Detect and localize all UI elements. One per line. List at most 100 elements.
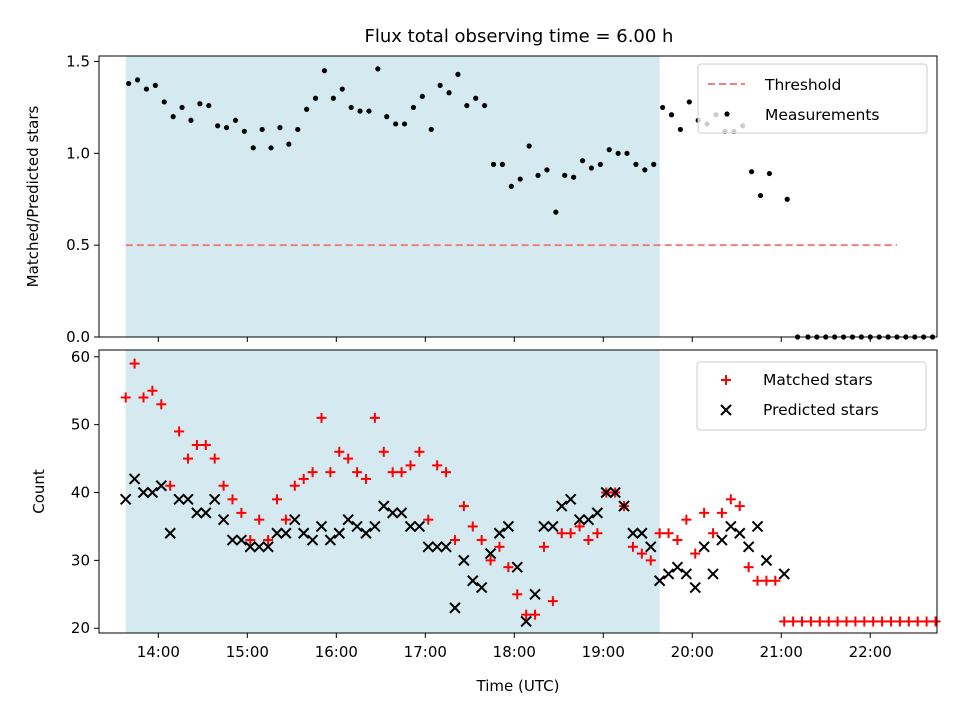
matched-star-point [458,501,469,512]
matched-star-point [467,521,478,532]
matched-star-point [547,596,558,607]
measurement-point [553,209,559,215]
predicted-star-point [778,568,790,580]
bottom-x-ticks: 14:00 15:00 16:00 17:00 18:00 19:00 20:00 21:00… [137,633,892,661]
matched-star-point [556,528,567,539]
y-tick-label: 20 [71,619,90,637]
predicted-star-point [440,541,452,553]
measurement-point [606,147,612,153]
matched-star-point [414,446,425,457]
matched-star-point [191,440,202,451]
predicted-star-point [333,527,345,539]
predicted-star-point [671,561,684,573]
measurement-point [170,114,176,120]
top-panel-ratio: 0.0 0.5 1.0 1.5 Matched/Predicted stars Thr… [24,53,938,346]
matched-star-point [129,358,140,369]
measurement-point [366,108,372,114]
matched-star-point [298,473,309,484]
observing-window-shade [125,350,660,633]
top-x-ticks [157,337,871,342]
measurement-point [615,150,621,156]
x-tick-label: 16:00 [315,643,358,661]
matched-star-point [894,616,905,627]
predicted-star-point [458,554,470,567]
predicted-star-point [475,581,488,594]
x-tick-label: 15:00 [226,643,269,661]
matched-star-point [165,480,176,491]
matched-star-point [805,616,816,627]
measurement-point [126,80,132,87]
measurement-point [277,125,283,131]
measurement-point [544,167,550,173]
measurement-point [419,93,425,100]
measurement-point [660,104,666,111]
measurement-point [179,104,185,111]
top-legend-box [697,63,928,134]
measurement-point [642,167,648,173]
measurement-point [668,112,675,118]
measurement-point [749,169,755,175]
matched-star-point [574,521,585,532]
predicted-star-point [662,568,675,580]
predicted-star-point [734,527,746,539]
measurement-point [579,158,586,164]
predicted-star-point [680,568,693,580]
matched-star-point [921,616,932,627]
matched-star-point [236,507,247,518]
measurement-point [143,86,150,92]
matched-star-point [770,575,781,586]
measurement-point [197,101,203,107]
measurement-point [464,102,470,109]
matched-star-point [734,501,745,512]
matched-star-point [743,562,754,573]
predicted-star-point [653,575,666,587]
bottom-axes-frame [98,349,938,634]
matched-star-point [289,480,300,491]
predicted-star-point [600,486,612,499]
measurement-point [188,117,194,123]
predicted-star-point [208,493,221,506]
matched-star-point [708,528,719,539]
matched-star-point [841,616,852,627]
matched-star-point [307,467,318,478]
measurement-point [223,125,230,131]
measurement-point [428,126,434,133]
predicted-star-point [404,520,417,533]
measurement-point [526,143,532,149]
measurement-point [562,172,568,178]
matched-star-point [530,609,541,620]
matched-star-point [503,562,514,573]
matched-star-point [396,467,407,478]
predicted-star-point [280,527,292,539]
predicted-star-point [431,541,443,553]
matched-star-point [441,467,452,478]
predicted-star-point [760,554,773,567]
matched-star-point [752,575,763,586]
measurement-point [588,165,595,171]
predicted-star-point [200,507,212,519]
predicted-star-point [591,507,604,519]
matched-star-point [877,616,888,627]
legend-x-marker [720,404,732,416]
predicted-star-point [573,513,586,526]
measurement-point [268,145,274,151]
predicted-star-point [493,527,506,539]
matched-star-point [485,555,496,566]
predicted-star-point [164,527,176,539]
predicted-star-point [235,534,248,546]
measurement-point [437,82,443,88]
matched-star-point [405,460,416,471]
matched-star-point [138,392,149,403]
measurement-point [517,176,523,182]
predicted-star-point [191,507,203,519]
x-tick-label: 17:00 [404,643,447,661]
matched-star-point [432,460,443,471]
measurement-point [535,172,541,178]
predicted-star-point [128,473,141,485]
measurement-point [215,123,221,129]
measurement-point [446,90,452,96]
top-y-axis-label: Matched/Predicted stars [24,106,42,288]
predicted-star-point [707,568,719,580]
measurement-point [206,102,212,109]
predicted-star-points [119,473,790,628]
